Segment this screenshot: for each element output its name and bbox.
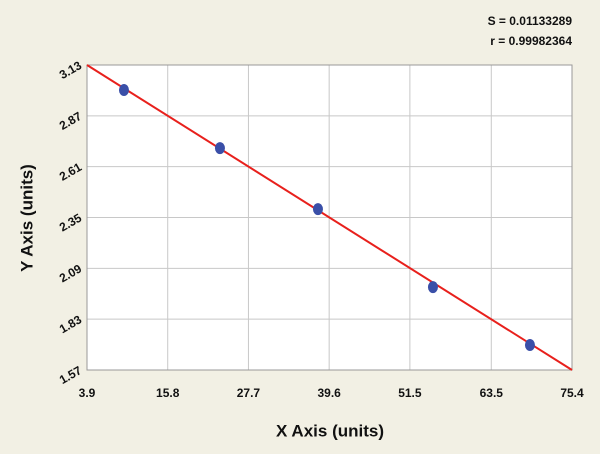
x-tick-label: 75.4 [560, 386, 584, 400]
x-tick-label: 27.7 [237, 386, 261, 400]
x-tick-label: 39.6 [317, 386, 341, 400]
y-axis-label: Y Axis (units) [17, 164, 36, 272]
plot-border [86, 64, 573, 371]
x-tick-label: 3.9 [79, 386, 96, 400]
data-point [312, 203, 323, 216]
data-point [118, 84, 129, 97]
x-axis-label: X Axis (units) [276, 421, 384, 440]
data-point [214, 142, 225, 155]
data-point [427, 281, 438, 294]
annotation: r = 0.99982364 [490, 34, 572, 48]
x-tick-label: 51.5 [398, 386, 422, 400]
x-tick-label: 63.5 [480, 386, 504, 400]
x-tick-label: 15.8 [156, 386, 180, 400]
fit-line [86, 64, 573, 371]
data-point [524, 338, 535, 351]
annotation: S = 0.01133289 [488, 14, 573, 28]
